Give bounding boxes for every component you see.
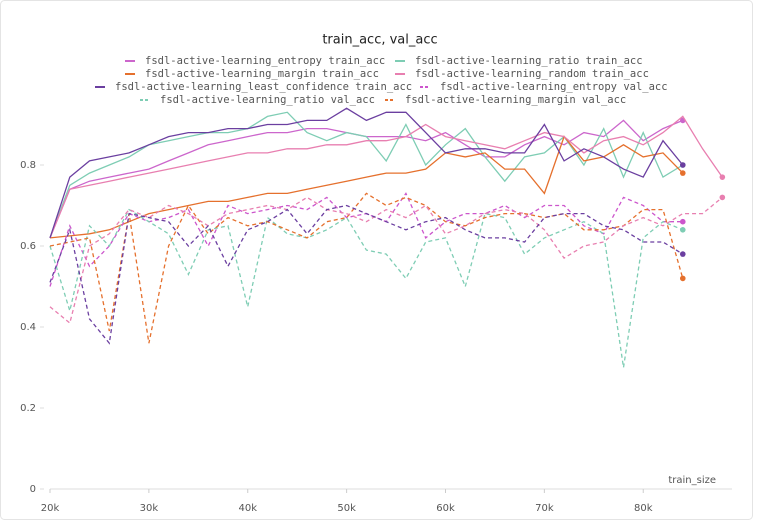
legend-label: fsdl-active-learning_margin train_acc — [145, 68, 379, 80]
legend-label: fsdl-active-learning_margin val_acc — [405, 94, 626, 106]
series-line — [49, 192, 684, 344]
legend-label: fsdl-active-learning_ratio val_acc — [160, 94, 375, 106]
y-tick-label: 0 — [30, 484, 36, 495]
x-tick-label: 70k — [535, 503, 554, 514]
chart-title: train_acc, val_acc — [322, 33, 437, 48]
legend-label: fsdl-active-learning_random train_acc — [415, 68, 649, 80]
y-tick-label: 0.2 — [20, 403, 36, 414]
x-tick-label: 50k — [337, 503, 356, 514]
end-point — [679, 162, 686, 168]
x-tick-label: 60k — [436, 503, 455, 514]
series-line — [49, 115, 723, 239]
series-line — [49, 204, 684, 345]
series-line — [49, 107, 684, 239]
end-point — [679, 251, 686, 257]
legend-label: fsdl-active-learning_ratio train_acc — [415, 55, 643, 67]
legend-label: fsdl-active-learning_entropy train_acc — [145, 55, 385, 67]
y-tick-label: 0.6 — [20, 241, 36, 252]
series-line — [49, 111, 684, 239]
x-tick-label: 80k — [634, 503, 653, 514]
x-tick-label: 40k — [238, 503, 257, 514]
y-tick-label: 0.8 — [20, 160, 36, 171]
x-tick-label: 20k — [41, 503, 60, 514]
end-point — [719, 194, 726, 201]
end-point — [679, 227, 686, 233]
end-point — [719, 174, 726, 180]
end-point — [679, 170, 686, 176]
end-point — [679, 218, 686, 225]
legend-label: fsdl-active-learning_least_confidence tr… — [115, 81, 412, 93]
end-point — [679, 275, 686, 282]
legend-label: fsdl-active-learning_entropy val_acc — [440, 81, 668, 93]
x-tick-label: 30k — [140, 503, 159, 514]
x-axis-label: train_size — [668, 475, 716, 486]
series-line — [49, 196, 723, 325]
y-tick-label: 0.4 — [20, 322, 36, 333]
